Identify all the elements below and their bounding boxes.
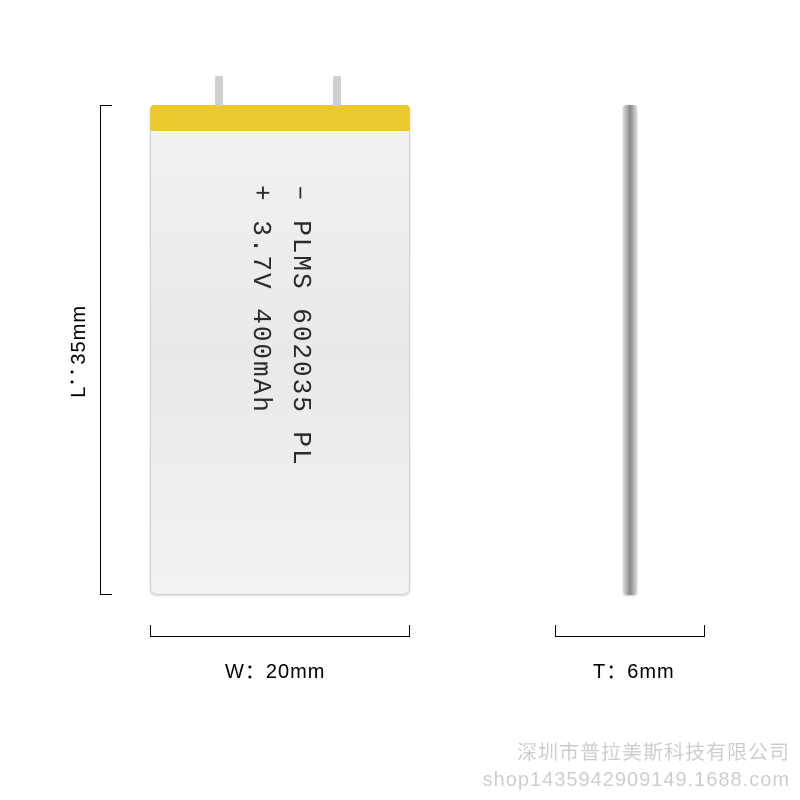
dim-thick-label: T：6mm (593, 655, 675, 684)
battery-print-line2: + 3.7V 400mAh (246, 185, 276, 467)
battery-print-line1: – PLMS 602035 PL (286, 185, 316, 467)
dim-length-cap-bottom (100, 594, 112, 595)
battery-tab-right (333, 76, 341, 106)
battery-top-strip (150, 105, 410, 131)
battery-print: + 3.7V 400mAh – PLMS 602035 PL (246, 185, 316, 467)
dim-width-cap-left (150, 625, 151, 637)
watermark-line1: 深圳市普拉美斯科技有限公司 (483, 740, 790, 767)
watermark-line2: shop1435942909149.1688.com (483, 767, 790, 794)
battery-side (623, 105, 637, 595)
battery-tab-left (215, 76, 223, 106)
diagram-stage: + 3.7V 400mAh – PLMS 602035 PL L：35mm W：… (0, 0, 800, 800)
watermark: 深圳市普拉美斯科技有限公司 shop1435942909149.1688.com (483, 740, 790, 794)
dim-thick-cap-right (704, 625, 705, 637)
dim-thick-line (555, 636, 705, 637)
dim-thick-cap-left (555, 625, 556, 637)
dim-width-line (150, 636, 410, 637)
dim-width-cap-right (409, 625, 410, 637)
dim-length-label: L：35mm (64, 305, 93, 398)
dim-width-label: W：20mm (225, 655, 325, 684)
dim-length-cap-top (100, 105, 112, 106)
dim-length-line (100, 105, 101, 595)
